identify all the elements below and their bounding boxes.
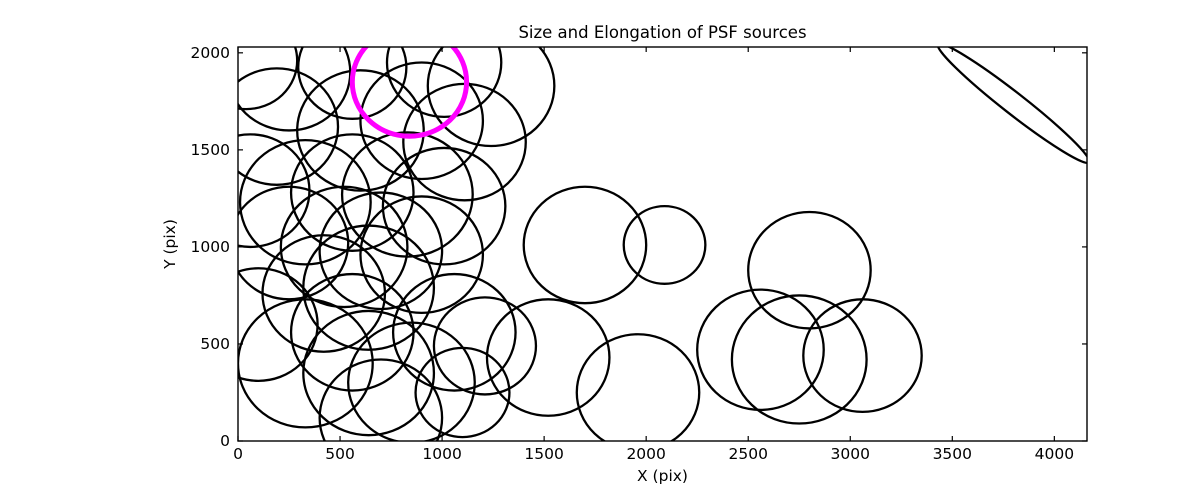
psf-source-ellipse	[696, 288, 825, 412]
psf-source-ellipse	[802, 298, 923, 414]
psf-source-ellipse	[622, 204, 707, 285]
y-tick-label-1000: 1000	[191, 238, 230, 256]
psf-source-ellipse	[238, 298, 374, 429]
psf-source-ellipse	[347, 321, 476, 441]
psf-source-ellipse	[385, 47, 503, 119]
x-tick-label-3500: 3500	[933, 445, 972, 463]
psf-source-ellipse	[289, 133, 415, 252]
psf-source-ellipse	[359, 61, 485, 181]
psf-source-ellipse	[289, 272, 415, 392]
psf-source-ellipse	[426, 47, 556, 148]
plot-title: Size and Elongation of PSF sources	[518, 23, 806, 42]
y-tick-label-0: 0	[220, 432, 230, 450]
psf-source-ellipse	[296, 69, 425, 192]
y-axis-label: Y (pix)	[161, 219, 179, 270]
psf-source-ellipse	[359, 195, 485, 315]
axes-frame	[237, 46, 1088, 442]
x-tick-label-500: 500	[325, 445, 355, 463]
psf-source-ellipse	[575, 333, 701, 441]
x-tick-label-2000: 2000	[626, 445, 665, 463]
psf-source-ellipse	[522, 185, 648, 305]
psf-source-ellipse	[381, 146, 507, 266]
psf-source-ellipse	[238, 139, 372, 266]
psf-source-ellipse	[318, 358, 444, 441]
psf-source-ellipse	[238, 267, 319, 382]
y-tick-label-1500: 1500	[191, 141, 230, 159]
psf-source-layer	[238, 47, 1087, 441]
psf-source-ellipse	[297, 47, 408, 120]
x-axis-label: X (pix)	[637, 467, 688, 485]
psf-source-ellipse	[485, 298, 611, 417]
x-tick-label-0: 0	[233, 445, 243, 463]
psf-source-ellipse	[414, 346, 511, 439]
y-tick-label-2000: 2000	[191, 44, 230, 62]
x-tick-label-2500: 2500	[728, 445, 767, 463]
psf-source-ellipse	[238, 67, 340, 186]
psf-source-ellipse	[730, 294, 868, 425]
x-tick-label-1500: 1500	[524, 445, 563, 463]
psf-source-ellipse	[279, 185, 409, 309]
x-tick-label-3000: 3000	[831, 445, 870, 463]
psf-source-ellipse	[318, 191, 444, 311]
psf-source-ellipse	[238, 185, 350, 301]
psf-source-ellipse	[302, 309, 436, 437]
psf-source-ellipse	[238, 47, 352, 132]
psf-source-ellipse	[261, 234, 387, 353]
psf-source-ellipse	[391, 272, 517, 392]
psf-source-ellipse	[936, 47, 1087, 165]
x-tick-label-4000: 4000	[1035, 445, 1074, 463]
psf-source-ellipse	[238, 47, 299, 111]
x-tick-label-1000: 1000	[422, 445, 461, 463]
psf-source-ellipse	[432, 296, 538, 396]
psf-source-highlighted	[349, 47, 470, 139]
y-tick-label-500: 500	[200, 335, 230, 353]
